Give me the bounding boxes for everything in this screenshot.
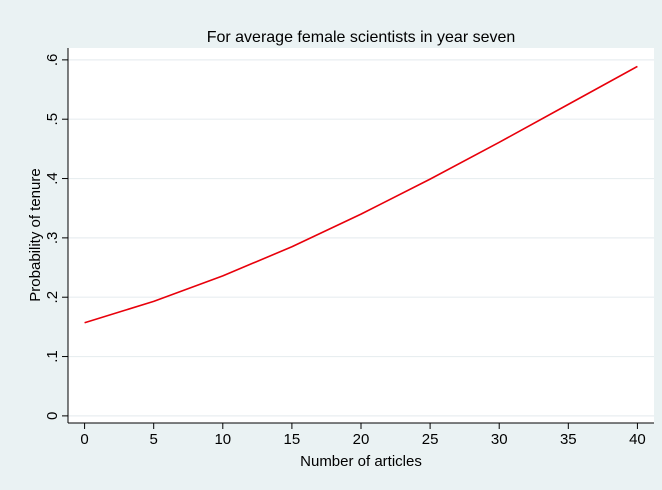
x-tick-label: 5 <box>150 431 158 448</box>
series-line-1 <box>84 65 638 324</box>
x-tick-label: 40 <box>629 431 646 448</box>
y-tick-label: .2 <box>44 291 61 304</box>
y-tick-label: .6 <box>44 54 61 67</box>
y-axis: 0 .1 .2 .3 .4 .5 .6 <box>44 48 69 423</box>
y-tick-label: .3 <box>44 232 61 245</box>
x-tick-label: 25 <box>422 431 439 448</box>
x-axis-label: Number of articles <box>300 453 422 470</box>
plot-area <box>68 48 654 423</box>
x-axis: 0 5 10 15 20 25 30 35 40 <box>68 422 654 448</box>
x-tick-label: 15 <box>284 431 301 448</box>
y-axis-label: Probability of tenure <box>27 168 44 301</box>
y-tick-label: 0 <box>44 412 61 420</box>
chart-title: For average female scientists in year se… <box>207 29 516 46</box>
y-tick-label: .5 <box>44 113 61 126</box>
y-tick-label: .4 <box>44 172 61 185</box>
series-layer <box>84 65 638 324</box>
x-tick-label: 35 <box>560 431 577 448</box>
x-tick-label: 20 <box>353 431 370 448</box>
x-tick-label: 0 <box>80 431 88 448</box>
y-tick-label: .1 <box>44 350 61 363</box>
x-tick-label: 30 <box>491 431 508 448</box>
x-tick-label: 10 <box>214 431 231 448</box>
